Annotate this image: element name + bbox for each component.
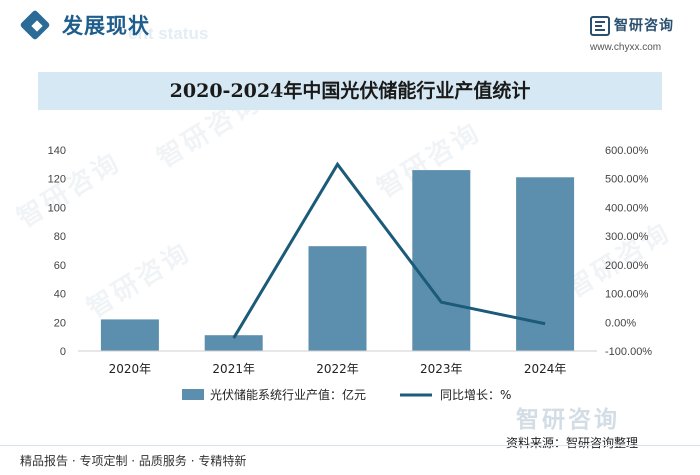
section-subtitle: ent status	[128, 24, 209, 43]
footer-services: 精品报告 · 专项定制 · 品质服务 · 专精特新	[20, 454, 247, 468]
legend-line-label: 同比增长：%	[440, 388, 511, 402]
y-left-tick-label: 120	[48, 174, 66, 186]
y-left-tick-label: 0	[60, 346, 66, 358]
y-right-tick-label: 600.00%	[605, 145, 649, 157]
growth-line	[232, 161, 546, 339]
combo-chart: 0 20 40 60 80 100 120 140 -100.00% 0.00% 100.00% 20…	[48, 145, 653, 402]
y-left-tick-label: 60	[54, 260, 66, 272]
legend-bar-swatch	[182, 389, 204, 400]
y-left-tick-label: 80	[54, 231, 66, 243]
section-header: ent status 发展现状 智研咨询 www.chyxx.com	[0, 0, 700, 62]
y-right-tick-label: 100.00%	[605, 289, 649, 301]
footer-divider	[0, 445, 700, 446]
x-tick-label: 2021年	[212, 362, 255, 376]
y-left-tick-label: 40	[54, 289, 66, 301]
brand-logo-block: 智研咨询 www.chyxx.com	[590, 14, 690, 54]
bar-2023年	[412, 170, 471, 351]
y-left-tick-label: 140	[48, 145, 66, 157]
brand-name: 智研咨询	[614, 18, 674, 34]
y-right-tick-label: 400.00%	[605, 202, 649, 214]
x-tick-label: 2023年	[420, 362, 463, 376]
x-tick-label: 2022年	[316, 362, 359, 376]
y-right-tick-label: 300.00%	[605, 231, 649, 243]
bar-2024年	[516, 177, 575, 351]
y-right-tick-label: 200.00%	[605, 260, 649, 272]
bar-2022年	[308, 246, 367, 351]
section-title: 发展现状	[62, 14, 150, 38]
legend-bar-label: 光伏储能系统行业产值：亿元	[210, 387, 366, 402]
x-tick-label: 2020年	[109, 362, 152, 376]
y-left-tick-label: 100	[48, 202, 66, 214]
y-left-tick-label: 20	[54, 317, 66, 329]
brand-url: www.chyxx.com	[590, 42, 662, 53]
y-right-tick-label: 500.00%	[605, 174, 649, 186]
x-tick-label: 2024年	[524, 362, 567, 376]
chart-title-band: 2020-2024年中国光伏储能行业产值统计	[38, 72, 662, 110]
chart-title: 2020-2024年中国光伏储能行业产值统计	[169, 80, 531, 102]
bar-2020年	[100, 319, 159, 351]
brand-logo-icon	[590, 16, 610, 36]
y-right-tick-label: 0.00%	[605, 317, 636, 329]
y-right-tick-label: -100.00%	[605, 346, 652, 358]
brand-watermark-large: 智研咨询	[516, 407, 620, 433]
source-note: 资料来源：智研咨询整理	[506, 436, 639, 450]
bar-2021年	[204, 335, 263, 351]
